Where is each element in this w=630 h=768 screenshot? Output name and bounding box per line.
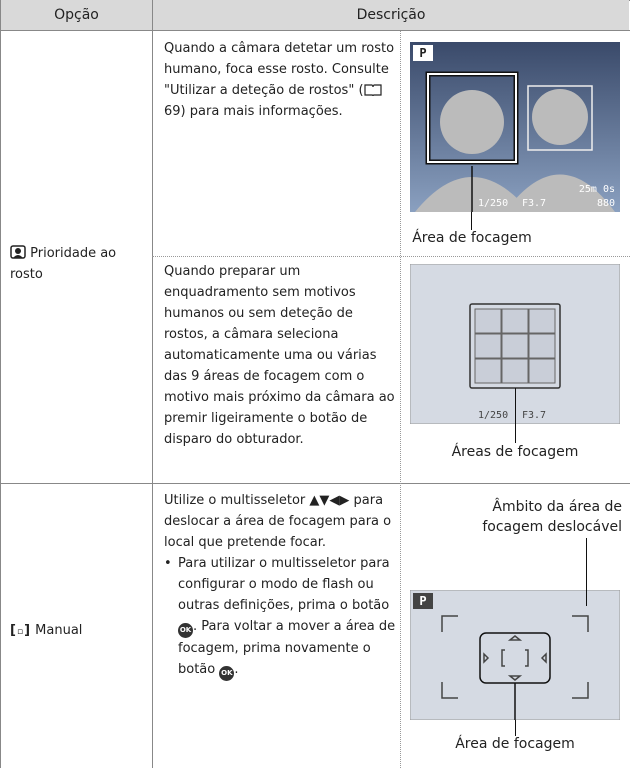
caption: Área de focagem [412, 230, 532, 246]
screen-shutter: 1/250 [478, 410, 508, 421]
option-label: Prioridade ao rosto [10, 246, 117, 282]
screen-aperture: F3.7 [522, 198, 546, 209]
description: Utilize o multisseletor ▲▼◀▶ para desloc… [164, 490, 400, 681]
dotted-divider [152, 256, 630, 257]
camera-screen-manual: P [410, 590, 620, 720]
description-text: ) para mais informações. [180, 104, 343, 119]
description-text: Quando a câmara detetar um rosto humano,… [164, 41, 395, 98]
bullet-text: . Para voltar a mover a área de focagem,… [178, 619, 396, 677]
caption-line [471, 212, 472, 230]
option-face-priority: Prioridade ao rosto [10, 243, 145, 285]
screen-count: 880 [597, 198, 615, 209]
dotted-divider [400, 31, 401, 768]
description: Quando preparar um enquadramento sem mot… [164, 264, 395, 447]
caption-line [515, 388, 516, 443]
bullet-text: . [234, 662, 239, 677]
screen-time: 25m 0s [579, 184, 615, 195]
bullet: • Para utilizar o multisseletor para conf… [164, 553, 400, 681]
screen-shutter: 1/250 [478, 198, 508, 209]
header-description: Descrição [153, 0, 629, 30]
caption-line [515, 720, 516, 736]
option-manual: [▫] Manual [10, 620, 145, 643]
header-option: Opção [1, 0, 152, 30]
description-text: Utilize o multisseletor ▲▼◀▶ para desloc… [164, 493, 392, 550]
ok-button-icon: OK [178, 623, 193, 638]
face-icon [10, 245, 26, 259]
page-reference: 69 [164, 104, 181, 119]
camera-screen-face: P 1/250 F3.7 25m 0s 880 [410, 42, 620, 212]
description: Quando a câmara detetar um rosto humano,… [164, 38, 400, 122]
col-divider [152, 0, 153, 768]
ok-button-icon: OK [219, 666, 235, 681]
option-label: Manual [35, 623, 83, 638]
manual-icon: [▫] [10, 623, 32, 638]
caption: Área de focagem [455, 736, 575, 752]
row-divider [0, 30, 630, 31]
screen-mode: P [419, 594, 426, 608]
bullet-text: Para utilizar o multisseletor para confi… [178, 556, 390, 613]
book-icon [363, 84, 382, 97]
screen-aperture: F3.7 [522, 410, 546, 421]
screen-mode: P [419, 46, 426, 60]
caption: Áreas de focagem [451, 444, 579, 460]
caption-line [586, 538, 587, 606]
row-divider [0, 483, 630, 484]
caption-top: Âmbito da área de focagem deslocável [482, 499, 622, 535]
